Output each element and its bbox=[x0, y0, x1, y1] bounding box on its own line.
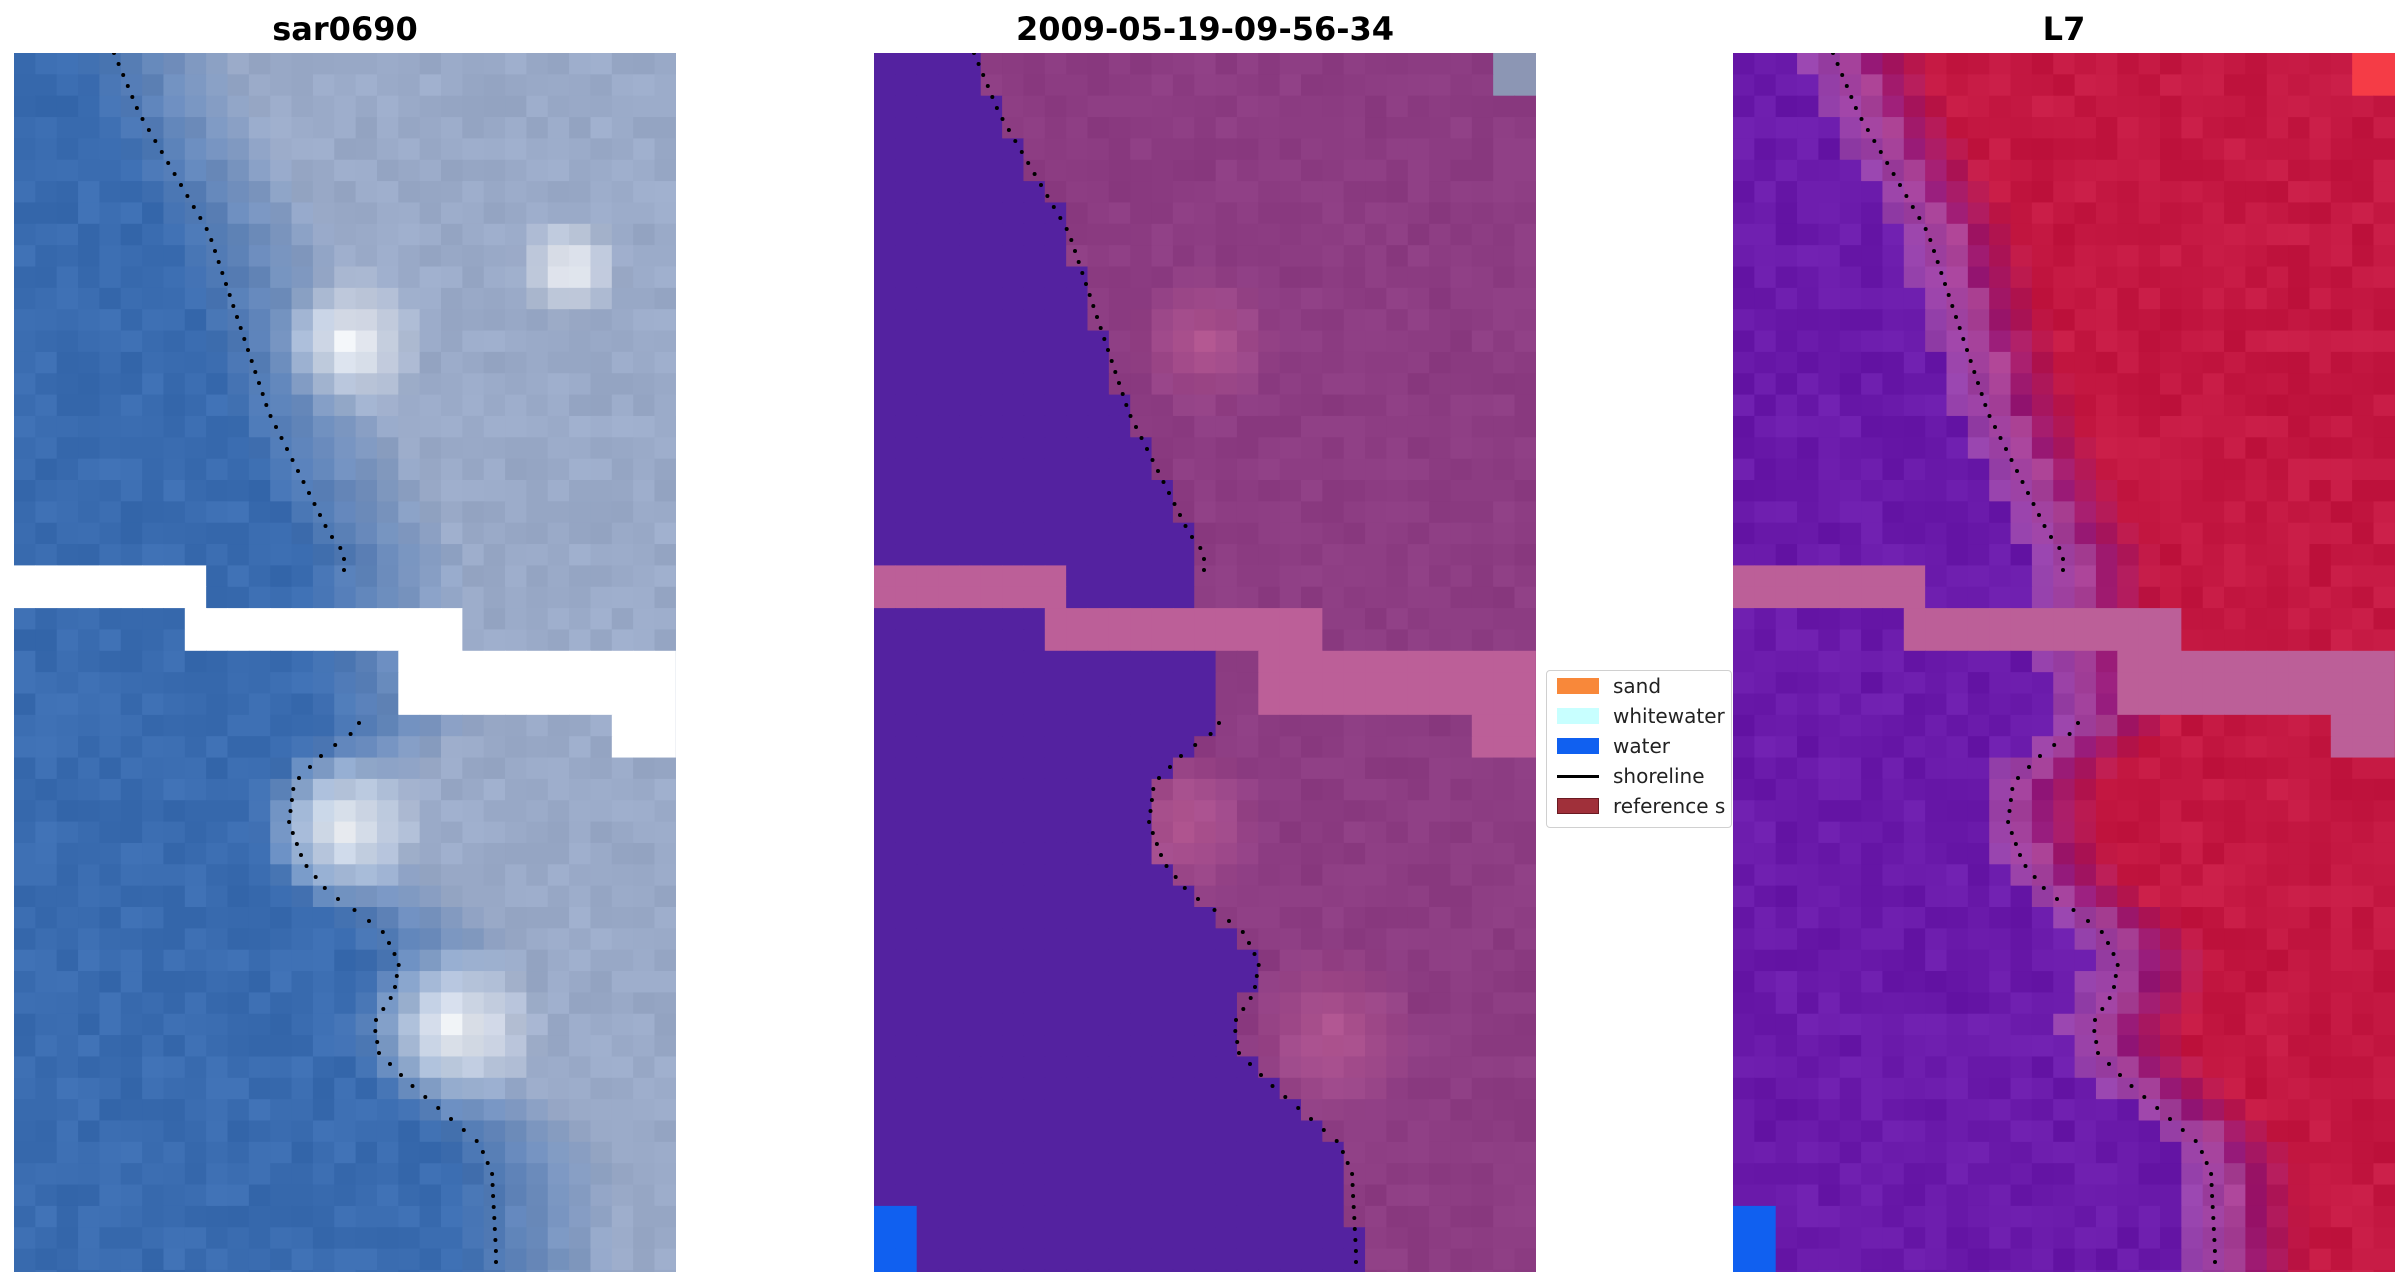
whitewater-swatch bbox=[1557, 708, 1599, 724]
rgb-image bbox=[14, 53, 676, 1272]
shoreline-dots bbox=[112, 53, 498, 1264]
legend-label-shoreline: shoreline bbox=[1613, 764, 1705, 788]
legend-label-whitewater: whitewater bbox=[1613, 704, 1725, 728]
mndwi-image-panel bbox=[1733, 53, 2395, 1272]
panel-title-rgb: sar0690 bbox=[272, 10, 418, 48]
shoreline-dots bbox=[1831, 53, 2217, 1264]
legend-item-sand: sand bbox=[1557, 673, 1661, 699]
classified-image-panel bbox=[874, 53, 1536, 1272]
rgb-image-panel bbox=[14, 53, 676, 1272]
legend-item-water: water bbox=[1557, 733, 1670, 759]
sand-swatch bbox=[1557, 678, 1599, 694]
legend-item-shoreline: shoreline bbox=[1557, 763, 1705, 789]
panel-title-mndwi: L7 bbox=[2042, 10, 2086, 48]
water-swatch bbox=[1557, 738, 1599, 754]
mndwi-image bbox=[1733, 53, 2395, 1272]
shoreline-dots bbox=[972, 53, 1358, 1264]
legend: sand whitewater water shoreline referenc… bbox=[1546, 670, 1732, 828]
legend-item-whitewater: whitewater bbox=[1557, 703, 1725, 729]
legend-item-reference-shoreline: reference s bbox=[1557, 793, 1725, 819]
shoreline-line-swatch bbox=[1557, 774, 1599, 778]
legend-label-reference: reference s bbox=[1613, 794, 1726, 818]
legend-label-water: water bbox=[1613, 734, 1670, 758]
legend-label-sand: sand bbox=[1613, 674, 1662, 698]
reference-swatch bbox=[1557, 798, 1599, 814]
panel-title-classified: 2009-05-19-09-56-34 bbox=[1015, 10, 1395, 48]
classified-image bbox=[874, 53, 1536, 1272]
